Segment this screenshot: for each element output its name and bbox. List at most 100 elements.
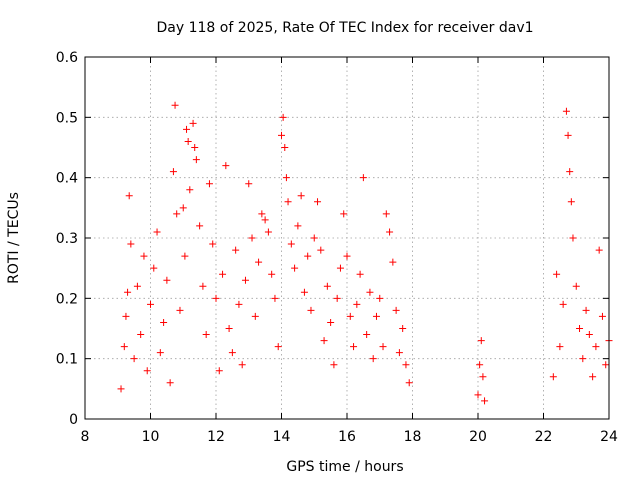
data-point xyxy=(173,210,181,218)
data-point xyxy=(184,137,192,145)
data-point xyxy=(564,131,572,139)
data-point xyxy=(376,294,384,302)
data-point xyxy=(196,222,204,230)
data-point xyxy=(279,113,287,121)
y-tick-label: 0.2 xyxy=(56,291,78,307)
data-point xyxy=(386,228,394,236)
data-point xyxy=(297,192,305,200)
data-point xyxy=(340,210,348,218)
data-point xyxy=(566,168,574,176)
data-point xyxy=(268,270,276,278)
data-point xyxy=(474,391,482,399)
data-point xyxy=(156,349,164,357)
data-point xyxy=(284,198,292,206)
data-point xyxy=(271,294,279,302)
data-point xyxy=(153,228,161,236)
x-tick-label: 20 xyxy=(469,429,487,445)
data-point xyxy=(366,288,374,296)
data-point xyxy=(602,361,610,369)
data-point xyxy=(222,162,230,170)
data-point xyxy=(353,300,361,308)
y-tick-label: 0.5 xyxy=(56,110,78,126)
data-point xyxy=(310,234,318,242)
y-tick-label: 0.4 xyxy=(56,171,78,187)
x-tick-label: 24 xyxy=(600,429,618,445)
data-point xyxy=(143,367,151,375)
data-point xyxy=(171,101,179,109)
y-tick-label: 0 xyxy=(69,412,78,428)
data-point xyxy=(572,282,580,290)
data-point xyxy=(343,252,351,260)
data-point xyxy=(585,331,593,339)
data-point xyxy=(336,264,344,272)
data-point xyxy=(127,240,135,248)
data-point xyxy=(147,300,154,308)
data-point xyxy=(399,325,407,332)
data-point xyxy=(350,343,358,351)
x-tick-label: 16 xyxy=(338,429,356,445)
data-point xyxy=(356,270,364,278)
data-point xyxy=(592,343,600,351)
data-point xyxy=(556,343,564,351)
data-point xyxy=(477,337,485,345)
data-point xyxy=(395,349,403,357)
data-point xyxy=(549,373,557,381)
data-point xyxy=(238,361,246,369)
data-point xyxy=(402,361,410,369)
x-tick-label: 10 xyxy=(142,429,160,445)
y-tick-label: 0.1 xyxy=(56,352,78,368)
data-point xyxy=(479,373,487,381)
data-point xyxy=(314,198,322,206)
x-tick-label: 14 xyxy=(273,429,291,445)
data-point xyxy=(582,306,590,314)
data-point xyxy=(327,318,335,326)
data-point xyxy=(199,282,207,290)
data-point xyxy=(235,300,243,308)
data-point xyxy=(166,379,174,387)
x-axis-label: GPS time / hours xyxy=(286,459,403,475)
data-point xyxy=(372,312,380,320)
data-points xyxy=(117,101,613,405)
data-point xyxy=(176,306,184,314)
x-tick-label: 8 xyxy=(81,429,90,445)
data-point xyxy=(598,312,606,320)
data-point xyxy=(241,276,249,284)
data-point xyxy=(282,174,290,182)
data-point xyxy=(133,282,141,290)
data-point xyxy=(169,168,177,176)
data-point xyxy=(589,373,597,381)
data-point xyxy=(120,343,128,351)
data-point xyxy=(117,385,125,393)
data-point xyxy=(192,156,200,164)
data-point xyxy=(130,355,138,363)
data-point xyxy=(481,397,489,405)
data-point xyxy=(595,246,603,254)
y-tick-label: 0.6 xyxy=(56,50,78,66)
data-point xyxy=(304,252,312,260)
y-axis: 0 0.1 0.2 0.3 0.4 0.5 0.6 xyxy=(56,50,609,428)
x-tick-label: 18 xyxy=(404,429,422,445)
data-point xyxy=(232,246,240,254)
data-point xyxy=(553,270,561,278)
data-point xyxy=(287,240,295,248)
data-point xyxy=(369,355,377,363)
y-axis-label: ROTI / TECUs xyxy=(6,192,22,284)
data-point xyxy=(405,379,413,387)
data-point xyxy=(264,228,272,236)
data-point xyxy=(225,325,233,332)
data-point xyxy=(379,343,387,351)
data-point xyxy=(189,119,197,127)
data-point xyxy=(209,240,217,248)
data-point xyxy=(255,258,263,266)
data-point xyxy=(186,186,194,194)
data-point xyxy=(567,198,575,206)
y-tick-label: 0.3 xyxy=(56,231,78,247)
data-point xyxy=(258,210,266,218)
data-point xyxy=(122,312,130,320)
data-point xyxy=(140,252,148,260)
data-point xyxy=(278,131,285,139)
data-point xyxy=(346,312,354,320)
chart-title: Day 118 of 2025, Rate Of TEC Index for r… xyxy=(156,20,533,36)
data-point xyxy=(163,276,171,284)
data-point xyxy=(183,125,191,133)
